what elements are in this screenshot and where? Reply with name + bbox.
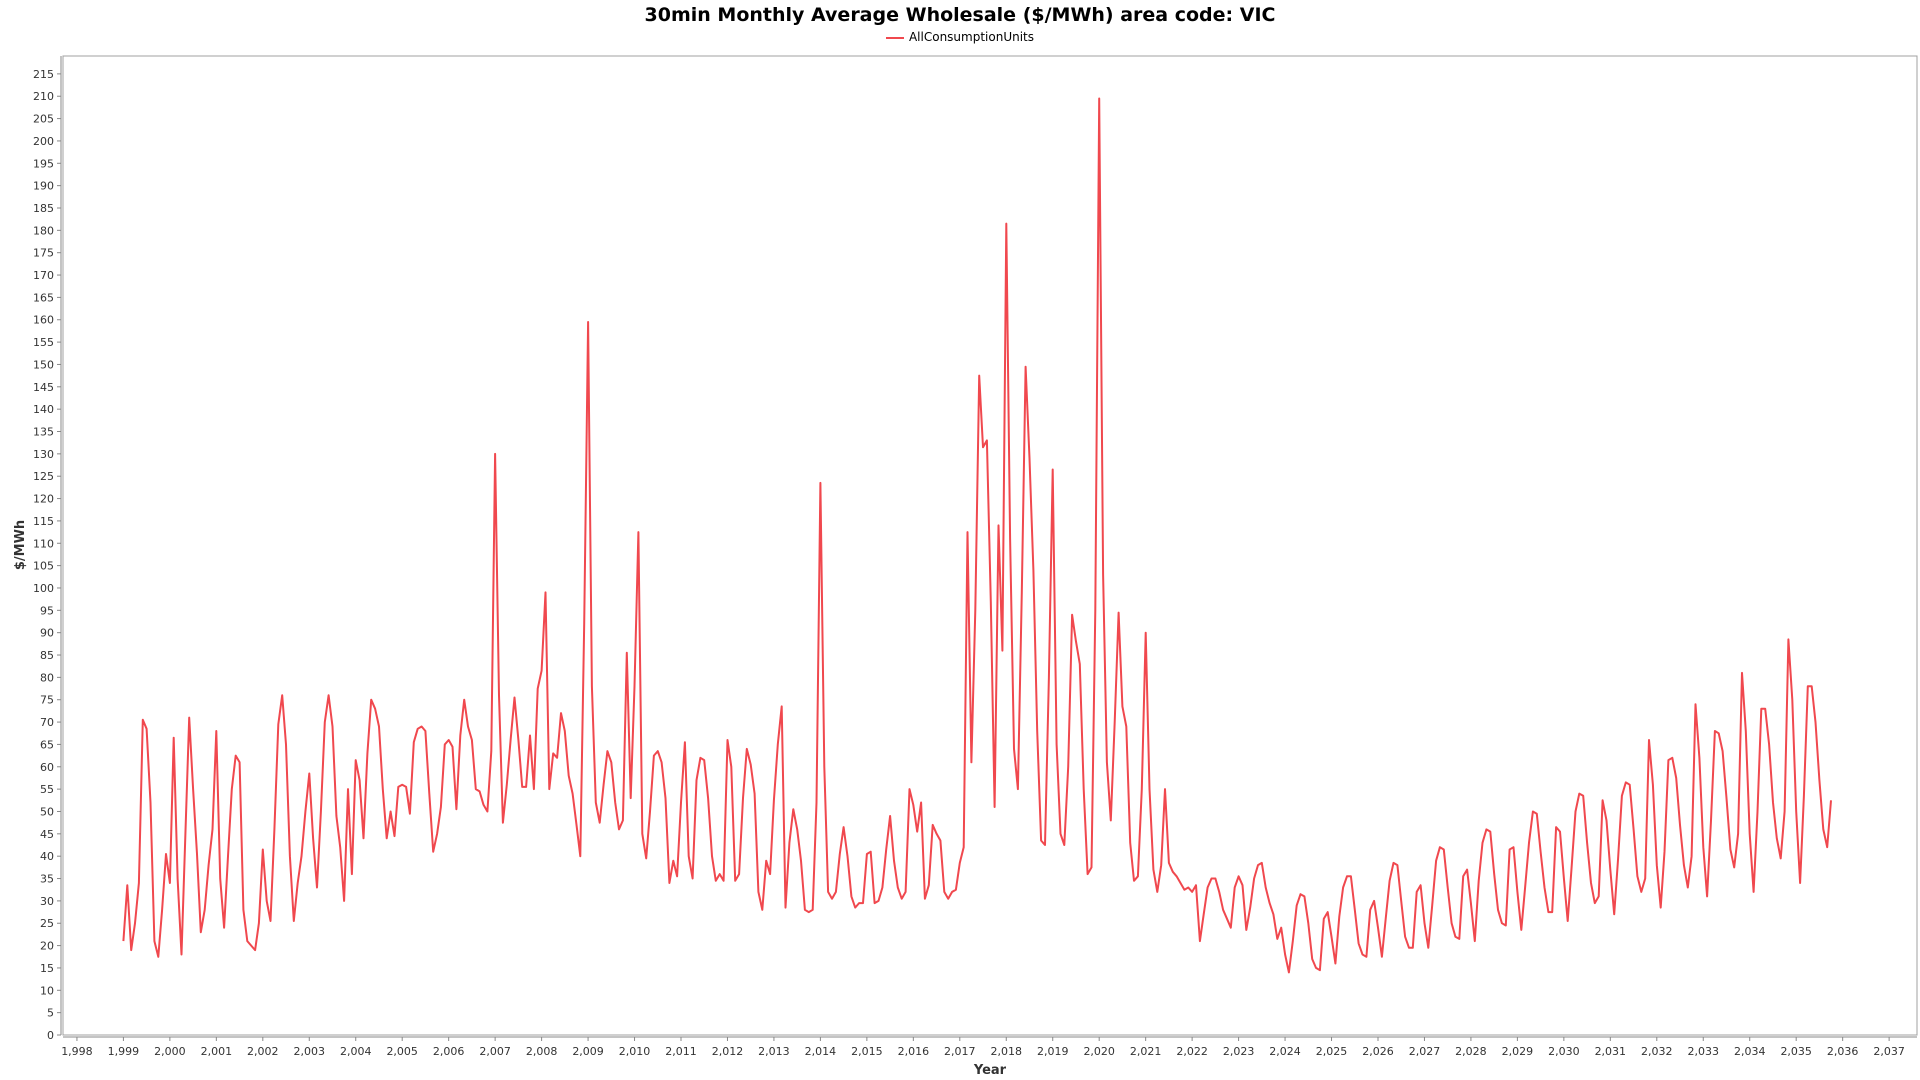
y-tick-label: 70 <box>40 716 54 729</box>
x-tick-label: 2,007 <box>479 1045 511 1058</box>
y-axis-title: $/MWh <box>13 520 28 570</box>
y-tick-label: 75 <box>40 694 54 707</box>
legend-swatch <box>885 36 904 39</box>
x-tick-label: 2,023 <box>1223 1045 1255 1058</box>
x-tick-label: 2,005 <box>386 1045 418 1058</box>
y-tick-label: 105 <box>33 560 54 573</box>
y-tick-label: 50 <box>40 805 54 818</box>
x-tick-label: 2,004 <box>340 1045 372 1058</box>
x-tick-label: 2,022 <box>1176 1045 1208 1058</box>
x-tick-label: 2,011 <box>665 1045 697 1058</box>
y-tick-label: 205 <box>33 113 54 126</box>
x-tick-label: 2,013 <box>758 1045 790 1058</box>
x-tick-label: 2,036 <box>1827 1045 1859 1058</box>
x-tick-label: 2,025 <box>1316 1045 1348 1058</box>
x-tick-label: 2,010 <box>619 1045 651 1058</box>
x-tick-label: 2,006 <box>433 1045 465 1058</box>
x-tick-label: 2,020 <box>1083 1045 1115 1058</box>
x-tick-label: 2,034 <box>1734 1045 1766 1058</box>
series-line-allconsumptionunits <box>122 97 1832 974</box>
y-tick-label: 30 <box>40 895 54 908</box>
x-tick-label: 2,018 <box>991 1045 1023 1058</box>
y-tick-label: 5 <box>47 1007 54 1020</box>
x-tick-label: 2,028 <box>1455 1045 1487 1058</box>
x-tick-label: 2,009 <box>572 1045 604 1058</box>
y-tick-label: 15 <box>40 962 54 975</box>
x-tick-label: 2,021 <box>1130 1045 1162 1058</box>
y-tick-label: 25 <box>40 917 54 930</box>
y-tick-label: 210 <box>33 90 54 103</box>
y-tick-label: 100 <box>33 582 54 595</box>
y-tick-label: 185 <box>33 202 54 215</box>
x-tick-label: 2,002 <box>247 1045 279 1058</box>
legend-label: AllConsumptionUnits <box>908 30 1035 44</box>
y-tick-label: 110 <box>33 537 54 550</box>
x-tick-label: 2,029 <box>1502 1045 1534 1058</box>
y-tick-label: 140 <box>33 403 54 416</box>
y-tick-label: 65 <box>40 738 54 751</box>
y-tick-label: 80 <box>40 671 54 684</box>
y-tick-label: 165 <box>33 291 54 304</box>
chart-title: 30min Monthly Average Wholesale ($/MWh) … <box>644 4 1276 26</box>
x-tick-label: 2,017 <box>944 1045 976 1058</box>
y-tick-label: 180 <box>33 224 54 237</box>
y-tick-label: 10 <box>40 984 54 997</box>
y-tick-label: 170 <box>33 269 54 282</box>
x-tick-label: 2,019 <box>1037 1045 1069 1058</box>
y-tick-label: 60 <box>40 761 54 774</box>
x-tick-label: 2,003 <box>294 1045 326 1058</box>
y-tick-label: 135 <box>33 426 54 439</box>
x-tick-label: 2,008 <box>526 1045 558 1058</box>
x-tick-label: 1,998 <box>61 1045 93 1058</box>
x-tick-label: 2,035 <box>1780 1045 1812 1058</box>
x-tick-label: 2,012 <box>712 1045 744 1058</box>
y-tick-label: 145 <box>33 381 54 394</box>
y-tick-label: 0 <box>47 1029 54 1042</box>
y-tick-label: 125 <box>33 470 54 483</box>
x-ticks: 1,998 1,999 2,000 2,001 2,002 2,003 2,004 2,005… <box>61 1037 1905 1058</box>
x-tick-label: 2,032 <box>1641 1045 1673 1058</box>
x-tick-label: 2,024 <box>1269 1045 1301 1058</box>
y-tick-label: 85 <box>40 649 54 662</box>
x-axis-title: Year <box>973 1063 1007 1078</box>
x-tick-label: 2,015 <box>851 1045 883 1058</box>
y-tick-label: 90 <box>40 627 54 640</box>
x-tick-label: 2,014 <box>805 1045 837 1058</box>
y-tick-label: 20 <box>40 940 54 953</box>
x-tick-label: 2,027 <box>1409 1045 1441 1058</box>
y-tick-label: 45 <box>40 828 54 841</box>
y-tick-label: 190 <box>33 180 54 193</box>
y-tick-label: 35 <box>40 873 54 886</box>
y-tick-label: 155 <box>33 336 54 349</box>
plot-area-frame <box>62 55 1918 1036</box>
x-tick-label: 2,033 <box>1688 1045 1720 1058</box>
x-tick-label: 2,030 <box>1548 1045 1580 1058</box>
x-tick-label: 2,037 <box>1873 1045 1905 1058</box>
y-tick-label: 195 <box>33 157 54 170</box>
y-tick-label: 175 <box>33 247 54 260</box>
x-tick-label: 2,026 <box>1362 1045 1394 1058</box>
y-tick-label: 200 <box>33 135 54 148</box>
y-tick-label: 215 <box>33 68 54 81</box>
x-tick-label: 1,999 <box>108 1045 140 1058</box>
y-tick-label: 95 <box>40 604 54 617</box>
x-tick-label: 2,000 <box>154 1045 186 1058</box>
y-tick-label: 160 <box>33 314 54 327</box>
x-tick-label: 2,016 <box>898 1045 930 1058</box>
y-ticks: 0 5 10 15 20 25 30 35 40 45 50 55 60 65 70 75 80 85 90 95 10… <box>33 68 61 1042</box>
y-tick-label: 40 <box>40 850 54 863</box>
y-tick-label: 130 <box>33 448 54 461</box>
x-tick-label: 2,001 <box>201 1045 233 1058</box>
x-tick-label: 2,031 <box>1595 1045 1627 1058</box>
y-tick-label: 115 <box>33 515 54 528</box>
legend: AllConsumptionUnits <box>0 30 1920 44</box>
y-tick-label: 150 <box>33 358 54 371</box>
y-tick-label: 55 <box>40 783 54 796</box>
y-tick-label: 120 <box>33 493 54 506</box>
